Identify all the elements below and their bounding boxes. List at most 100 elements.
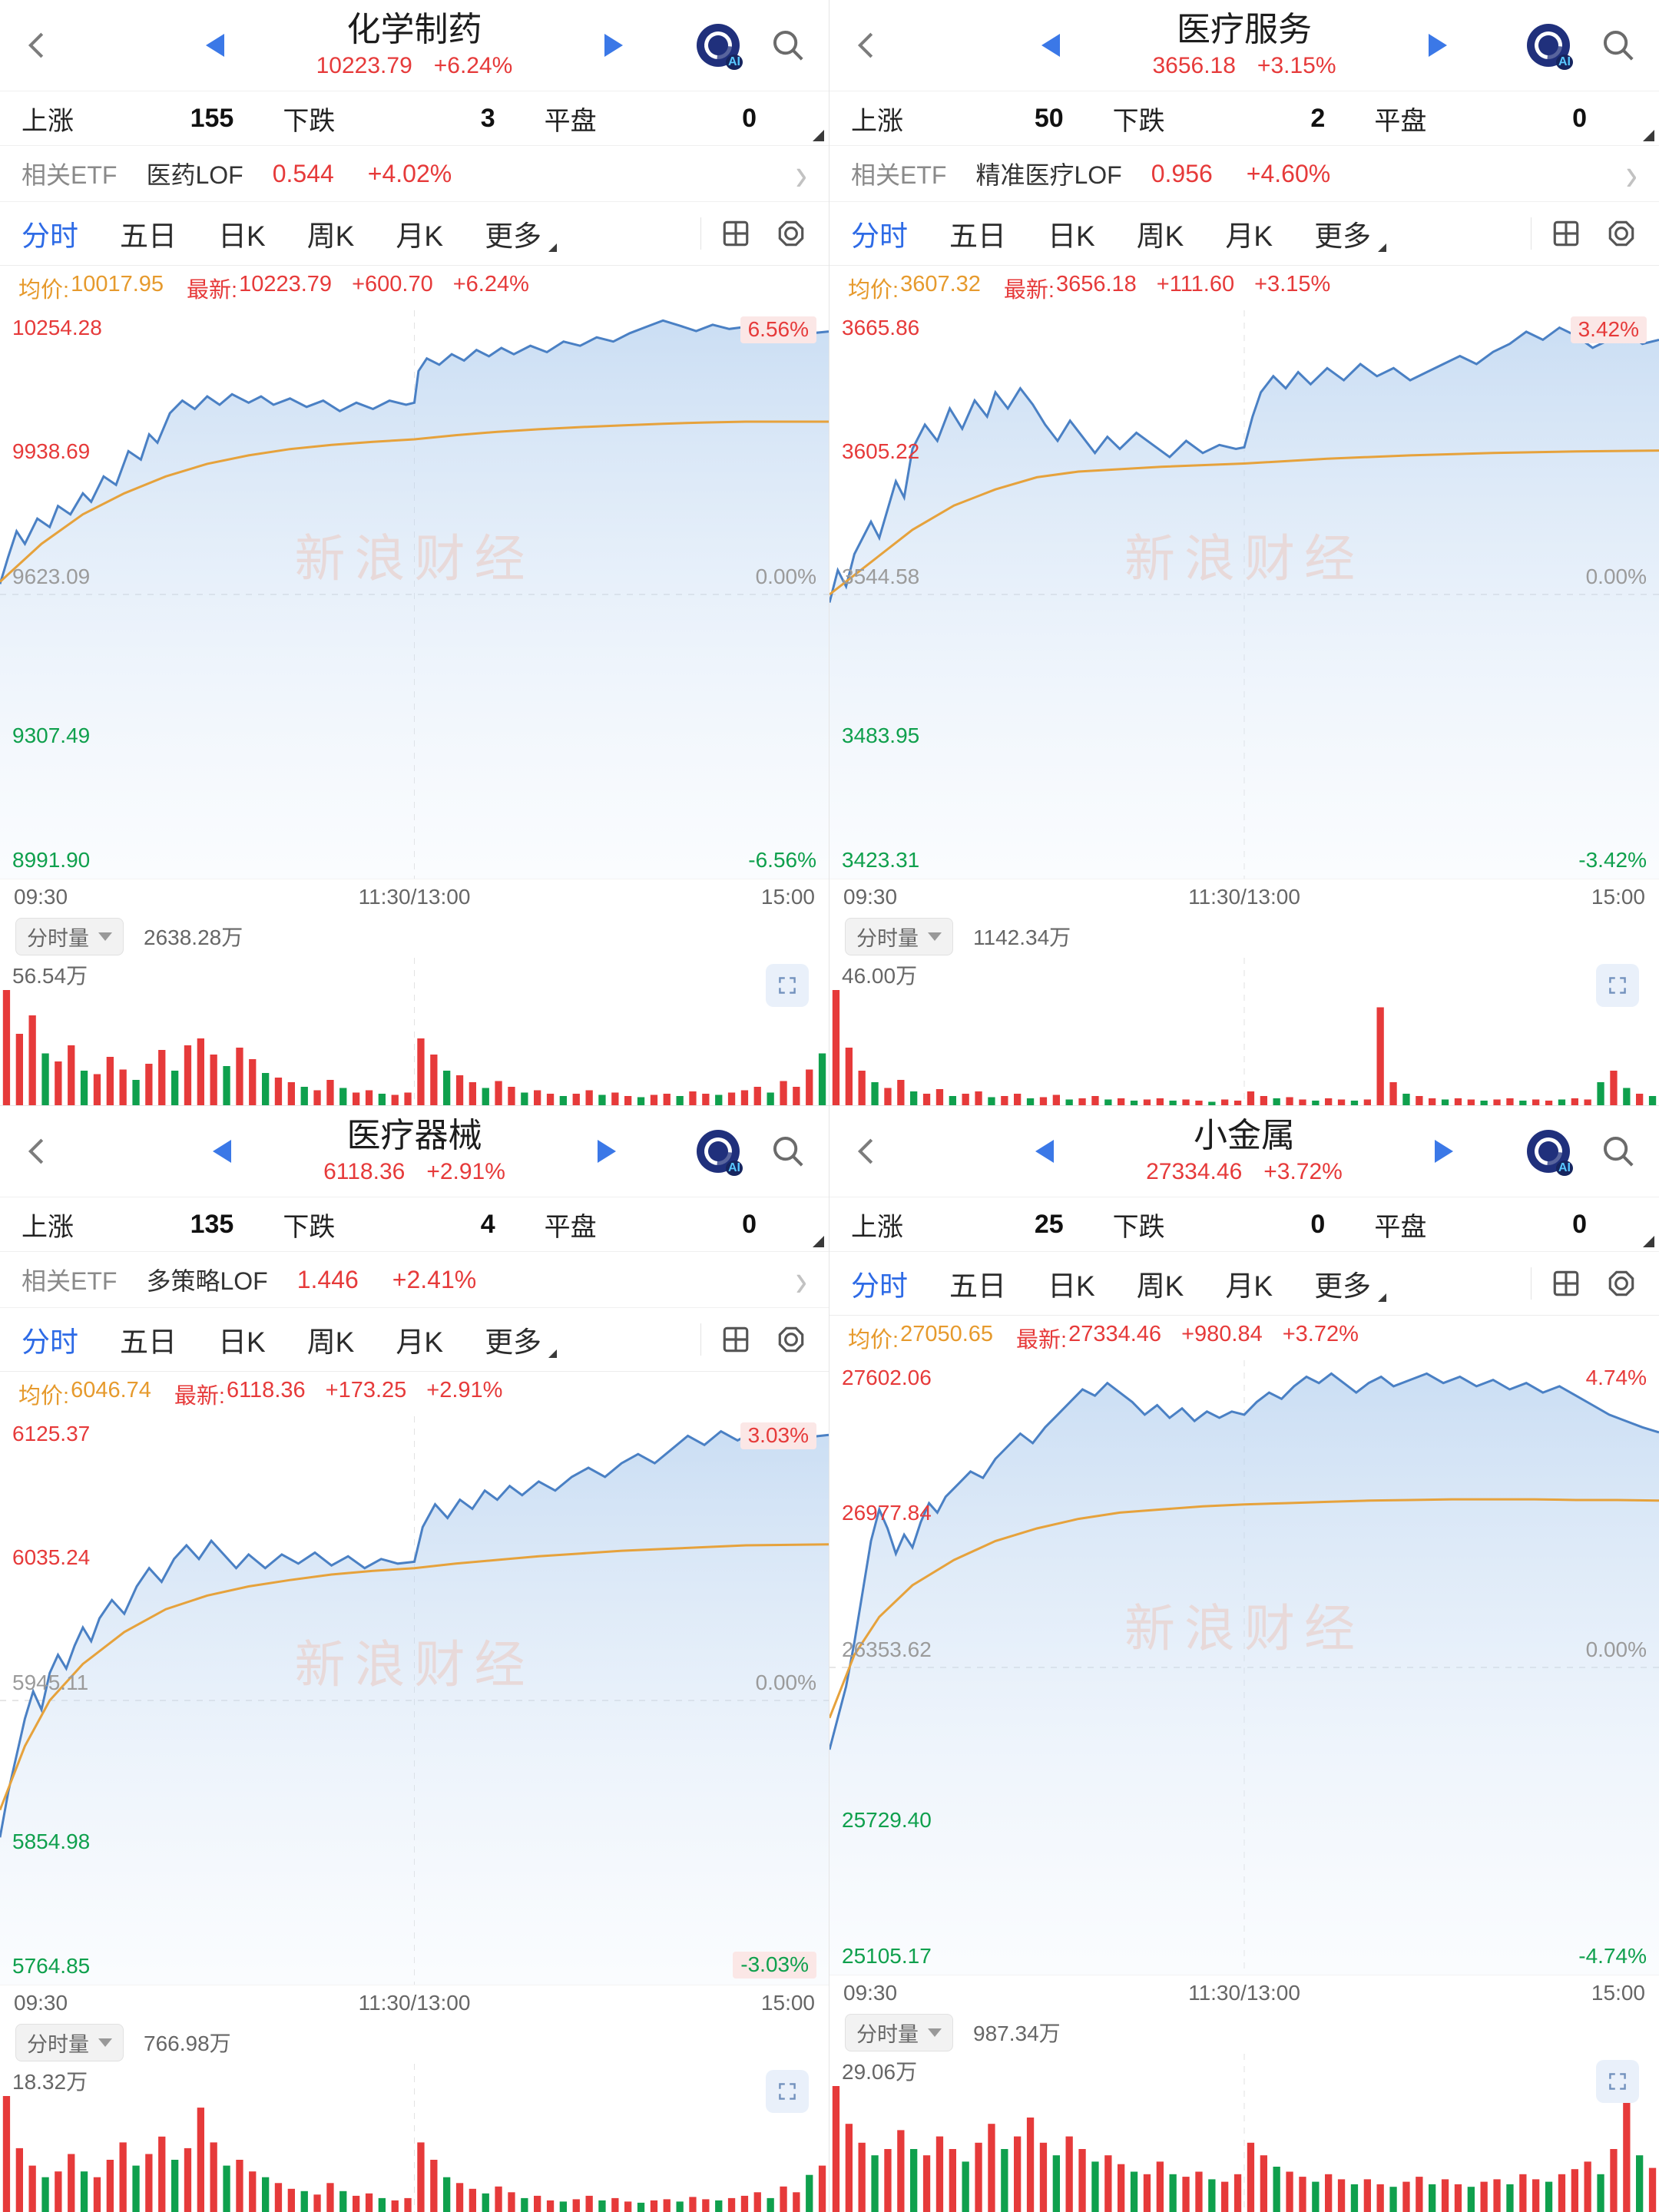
tab-daily-k[interactable]: 日K (1048, 1270, 1095, 1302)
tab-daily-k[interactable]: 日K (1048, 220, 1095, 252)
expand-icon[interactable] (766, 964, 809, 1007)
related-etf-row[interactable]: 相关ETF 医药LOF 0.544 +4.02% › (0, 146, 829, 202)
grid-layout-icon[interactable] (720, 1323, 752, 1356)
sector-title: 小金属 (1193, 1116, 1295, 1154)
pct-label-low: -6.56% (748, 848, 816, 873)
app-logo-icon[interactable]: AI (1527, 1130, 1573, 1176)
search-icon[interactable] (769, 26, 807, 65)
price-summary-row: 均价: 3607.32 最新: 3656.18 +111.60 +3.15% (830, 266, 1659, 310)
prev-sector-icon[interactable] (1041, 34, 1061, 57)
app-logo-icon[interactable]: AI (697, 1130, 743, 1176)
chevron-right-icon: › (795, 1253, 807, 1306)
time-label: 09:30 (843, 1981, 898, 2005)
sector-title: 医疗服务 (1176, 10, 1312, 48)
volume-chart-svg (2, 958, 826, 1105)
tab-daily-k[interactable]: 日K (218, 1326, 266, 1358)
tab-monthly-k[interactable]: 月K (1225, 220, 1273, 252)
avg-value: 3607.32 (900, 272, 981, 296)
volume-header: 分时量 1142.34万 (830, 915, 1659, 958)
price-chart-svg (0, 310, 829, 879)
last-value: 27334.46 (1068, 1322, 1162, 1346)
volume-type-selector[interactable]: 分时量 (845, 2013, 953, 2051)
prev-sector-icon[interactable] (1035, 1140, 1055, 1163)
intraday-chart[interactable]: 新浪财经 3665.86 3605.22 3544.58 3483.95 342… (830, 310, 1659, 879)
tab-daily-k[interactable]: 日K (218, 220, 266, 252)
tab-weekly-k[interactable]: 周K (306, 220, 355, 252)
prev-sector-icon[interactable] (213, 1140, 232, 1163)
volume-type-selector[interactable]: 分时量 (15, 917, 124, 955)
volume-chart[interactable]: 18.32万 (0, 2064, 829, 2212)
search-icon[interactable] (1599, 1132, 1637, 1171)
intraday-chart[interactable]: 新浪财经 10254.28 9938.69 9623.09 9307.49 89… (0, 310, 829, 879)
next-sector-icon[interactable] (1428, 34, 1447, 57)
volume-selector-label: 分时量 (27, 926, 89, 950)
tab-weekly-k[interactable]: 周K (1136, 1270, 1184, 1302)
time-label: 11:30/13:00 (1188, 885, 1300, 909)
tab-5day[interactable]: 五日 (120, 1326, 177, 1358)
tab-5day[interactable]: 五日 (120, 220, 177, 252)
sector-header-info: 化学制药 10223.79 +6.24% (316, 11, 513, 79)
volume-chart[interactable]: 56.54万 (0, 958, 829, 1105)
sector-title: 医疗器械 (346, 1116, 482, 1154)
tab-weekly-k[interactable]: 周K (306, 1326, 355, 1358)
last-label: 最新: (187, 278, 238, 303)
related-etf-row[interactable]: 相关ETF 多策略LOF 1.446 +2.41% › (0, 1252, 829, 1308)
down-count: 0 (1310, 1209, 1326, 1239)
price-chart-svg (830, 1360, 1659, 1975)
y-axis-label: 9623.09 (12, 565, 91, 588)
next-sector-icon[interactable] (604, 34, 624, 57)
grid-layout-icon[interactable] (1550, 217, 1582, 250)
volume-chart[interactable]: 46.00万 (830, 958, 1659, 1105)
back-icon[interactable] (849, 1134, 885, 1169)
expand-icon[interactable] (1596, 964, 1639, 1007)
search-icon[interactable] (1599, 26, 1637, 65)
caret-down-icon (928, 932, 942, 941)
tab-minute[interactable]: 分时 (22, 1326, 78, 1358)
settings-icon[interactable] (1605, 1267, 1637, 1300)
expand-icon[interactable] (1596, 2060, 1639, 2103)
etf-change: +4.60% (1246, 159, 1331, 187)
app-logo-icon[interactable]: AI (697, 24, 743, 70)
volume-type-selector[interactable]: 分时量 (845, 917, 953, 955)
sector-panel: 医疗器械 6118.36 +2.91% AI 上涨 135 下跌 4 平盘 0 相关E… (0, 1106, 830, 2212)
search-icon[interactable] (769, 1132, 807, 1171)
grid-layout-icon[interactable] (1550, 1267, 1582, 1300)
prev-sector-icon[interactable] (205, 34, 224, 57)
volume-chart[interactable]: 29.06万 (830, 2054, 1659, 2212)
tab-more[interactable]: 更多 (1314, 1263, 1387, 1304)
avg-label: 均价: (848, 1328, 899, 1353)
tab-minute[interactable]: 分时 (851, 220, 908, 252)
up-label: 上涨 (851, 1212, 903, 1242)
next-sector-icon[interactable] (1434, 1140, 1453, 1163)
back-icon[interactable] (20, 28, 55, 63)
price-chart-svg (830, 310, 1659, 879)
expand-icon[interactable] (766, 2070, 809, 2113)
settings-icon[interactable] (1605, 217, 1637, 250)
settings-icon[interactable] (775, 217, 807, 250)
tab-weekly-k[interactable]: 周K (1136, 220, 1184, 252)
tab-monthly-k[interactable]: 月K (396, 1326, 444, 1358)
related-etf-row[interactable]: 相关ETF 精准医疗LOF 0.956 +4.60% › (830, 146, 1659, 202)
tab-5day[interactable]: 五日 (949, 1270, 1006, 1302)
back-icon[interactable] (20, 1134, 55, 1169)
tab-monthly-k[interactable]: 月K (1225, 1270, 1273, 1302)
volume-total: 766.98万 (144, 2032, 231, 2055)
last-change-pct: +3.72% (1282, 1322, 1359, 1346)
grid-layout-icon[interactable] (720, 217, 752, 250)
next-sector-icon[interactable] (597, 1140, 616, 1163)
tab-more[interactable]: 更多 (485, 1319, 558, 1360)
tab-more[interactable]: 更多 (1314, 213, 1387, 254)
settings-icon[interactable] (775, 1323, 807, 1356)
app-logo-icon[interactable]: AI (1527, 24, 1573, 70)
intraday-chart[interactable]: 新浪财经 27602.06 26977.84 26353.62 25729.40… (830, 1360, 1659, 1975)
tab-minute[interactable]: 分时 (851, 1270, 908, 1302)
tab-minute[interactable]: 分时 (22, 220, 78, 252)
tab-more[interactable]: 更多 (485, 213, 558, 254)
tab-5day[interactable]: 五日 (949, 220, 1006, 252)
intraday-chart[interactable]: 新浪财经 6125.37 6035.24 5945.11 5854.98 576… (0, 1416, 829, 1985)
volume-type-selector[interactable]: 分时量 (15, 2023, 124, 2061)
last-change-pct: +2.91% (426, 1378, 503, 1402)
corner-mark-icon (813, 1236, 824, 1247)
back-icon[interactable] (849, 28, 885, 63)
tab-monthly-k[interactable]: 月K (396, 220, 444, 252)
